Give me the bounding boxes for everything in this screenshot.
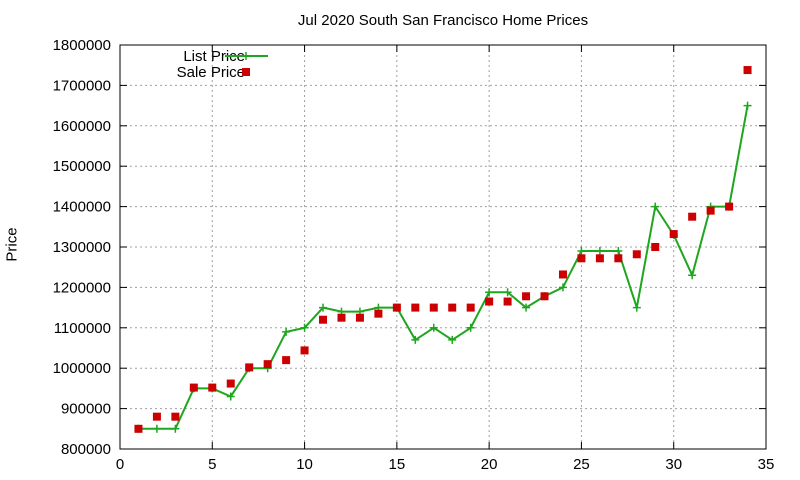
sale-price-point [152, 412, 161, 421]
list-price-point [485, 288, 494, 297]
list-price-point [651, 202, 660, 211]
sale-price-point [300, 346, 309, 355]
sale-price-point [208, 383, 217, 392]
list-price-point [152, 424, 161, 433]
sale-price-point [319, 315, 328, 324]
list-price-point [632, 303, 641, 312]
list-price-point [448, 335, 457, 344]
sale-price-point [522, 292, 531, 301]
y-tick-label: 1600000 [53, 118, 111, 135]
list-price-point [743, 101, 752, 110]
list-price-point [411, 335, 420, 344]
sale-price-point [189, 383, 198, 392]
y-tick-label: 900000 [61, 401, 111, 418]
x-tick-label: 20 [481, 456, 498, 473]
list-price-point [300, 323, 309, 332]
sale-price-point [706, 206, 715, 215]
sale-price-point [245, 363, 254, 372]
sale-price-point [725, 202, 734, 211]
sale-price-point [337, 313, 346, 322]
x-tick-label: 15 [389, 456, 406, 473]
sale-price-point [171, 412, 180, 421]
list-price-point [282, 327, 291, 336]
sale-price-point [540, 292, 549, 301]
y-tick-label: 1700000 [53, 77, 111, 94]
list-price-point [226, 392, 235, 401]
list-price-point [595, 247, 604, 256]
sale-price-point [226, 379, 235, 388]
x-tick-label: 10 [296, 456, 313, 473]
legend-list-price-label: List Price [183, 48, 245, 65]
legend-sale-price-label: Sale Price [177, 64, 245, 81]
x-tick-label: 0 [116, 456, 124, 473]
y-tick-label: 1500000 [53, 158, 111, 175]
sale-price-point [632, 250, 641, 259]
list-price-point [319, 303, 328, 312]
sale-price-point [429, 303, 438, 312]
list-price-point [171, 424, 180, 433]
legend-list-price-marker [242, 52, 250, 60]
list-price-line [138, 105, 749, 430]
y-tick-label: 1400000 [53, 199, 111, 216]
sale-price-point [355, 313, 364, 322]
data-series [134, 66, 752, 433]
sale-price-point [503, 297, 512, 306]
y-tick-label: 800000 [61, 441, 111, 458]
list-price-point [503, 288, 512, 297]
sale-price-point [411, 303, 420, 312]
sale-price-point [282, 356, 291, 365]
x-tick-label: 5 [208, 456, 216, 473]
sale-price-point [669, 230, 678, 239]
sale-price-point [595, 254, 604, 263]
y-tick-label: 1300000 [53, 239, 111, 256]
sale-price-point [614, 254, 623, 263]
x-tick-label: 25 [573, 456, 590, 473]
sale-price-point [466, 303, 475, 312]
sale-price-point [448, 303, 457, 312]
list-price-point [522, 303, 531, 312]
x-tick-label: 30 [665, 456, 682, 473]
y-tick-label: 1100000 [54, 320, 111, 337]
sale-price-point [263, 360, 272, 369]
list-price-point [466, 323, 475, 332]
grid [120, 45, 766, 449]
sale-price-point [374, 309, 383, 318]
chart-title: Jul 2020 South San Francisco Home Prices [297, 12, 589, 29]
sale-price-point [485, 297, 494, 306]
sale-price-point [134, 424, 143, 433]
sale-price-point [688, 212, 697, 221]
list-price-point [429, 323, 438, 332]
sale-price-point [558, 270, 567, 279]
list-price-point [577, 247, 586, 256]
legend-sale-price-marker [242, 68, 250, 76]
sale-price-point [651, 243, 660, 251]
list-price-point [558, 283, 567, 292]
sale-price-point [577, 254, 586, 263]
sale-price-point [743, 66, 752, 75]
axes: 0 5 10 15 20 25 30 35 800000 900000 1000000 1100000… [53, 37, 775, 473]
y-tick-label: 1800000 [53, 37, 111, 54]
y-tick-label: 1000000 [53, 360, 111, 377]
list-price-point [614, 247, 623, 256]
sale-price-point [392, 303, 401, 312]
y-tick-label: 1200000 [53, 279, 111, 296]
x-tick-label: 35 [758, 456, 775, 473]
list-price-point [688, 271, 697, 280]
